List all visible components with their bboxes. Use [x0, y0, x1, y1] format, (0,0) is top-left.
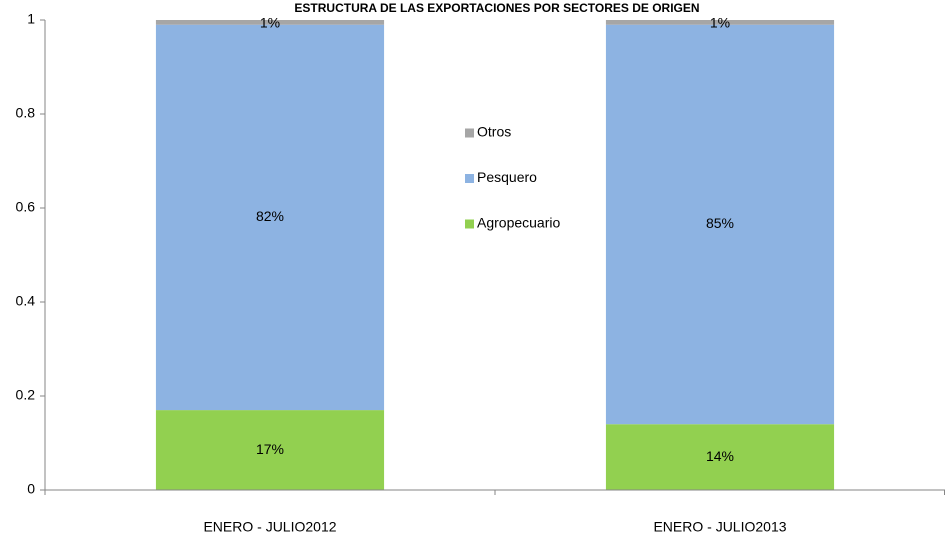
legend-label: Pesquero: [477, 169, 537, 185]
y-tick-label: 0.6: [16, 199, 36, 215]
legend-swatch: [465, 128, 474, 138]
chart-title: ESTRUCTURA DE LAS EXPORTACIONES POR SECT…: [294, 1, 699, 15]
legend-label: Agropecuario: [477, 215, 560, 231]
y-tick-label: 0.8: [16, 105, 36, 121]
x-tick-label: ENERO - JULIO2013: [653, 519, 786, 535]
y-tick-label: 1: [27, 11, 35, 27]
y-tick-label: 0.4: [16, 293, 36, 309]
bar-segment: [155, 410, 385, 490]
data-label: 17%: [256, 441, 284, 457]
x-tick-label: ENERO - JULIO2012: [203, 519, 336, 535]
legend-label: Otros: [477, 124, 511, 140]
bar-segment: [155, 20, 385, 25]
legend-swatch: [465, 219, 474, 229]
data-label: 82%: [256, 208, 284, 224]
y-tick-label: 0: [27, 481, 35, 497]
bar-segment: [155, 24, 385, 411]
y-tick-label: 0.2: [16, 387, 36, 403]
bar-segment: [605, 24, 835, 425]
legend-swatch: [465, 174, 474, 183]
bar-segment: [605, 424, 835, 490]
bar-segment: [605, 20, 835, 25]
data-label: 85%: [706, 215, 734, 231]
data-label: 14%: [706, 448, 734, 464]
data-label: 1%: [710, 15, 730, 31]
data-label: 1%: [260, 15, 280, 31]
